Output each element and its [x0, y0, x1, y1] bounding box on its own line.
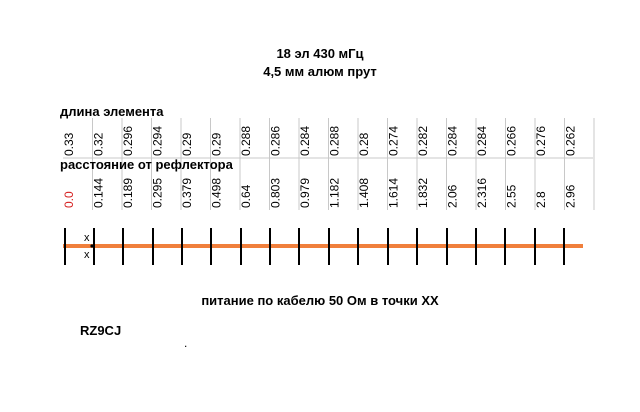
feed-point-dot — [90, 244, 94, 248]
author-callsign: RZ9CJ — [80, 323, 122, 338]
reflector-distance-value: 2.55 — [505, 184, 519, 208]
element-length-value: 0.32 — [92, 132, 106, 156]
stray-dot: . — [184, 336, 188, 350]
feed-note: питание по кабелю 50 Ом в точки ХХ — [201, 293, 439, 308]
element-length-value: 0.282 — [416, 126, 430, 156]
reflector-distance-label: расстояние от рефлектора — [60, 157, 233, 172]
element-length-value: 0.29 — [180, 132, 194, 156]
reflector-distance-value: 2.06 — [446, 184, 460, 208]
reflector-distance-value: 0.498 — [210, 178, 224, 208]
element-length-value: 0.284 — [446, 126, 460, 156]
title-line-1: 18 эл 430 мГц — [276, 46, 364, 61]
feed-point-marker-bottom: x — [84, 249, 90, 261]
reflector-distance-value: 2.96 — [564, 184, 578, 208]
feed-point-marker-top: x — [84, 232, 90, 244]
element-length-value: 0.262 — [564, 126, 578, 156]
element-length-label: длина элемента — [60, 104, 164, 119]
reflector-distance-value: 0.0 — [62, 191, 76, 208]
element-length-value: 0.294 — [151, 126, 165, 156]
element-length-value: 0.274 — [387, 126, 401, 156]
reflector-distance-value: 2.316 — [475, 178, 489, 208]
element-length-value: 0.286 — [269, 126, 283, 156]
element-length-value: 0.284 — [298, 126, 312, 156]
reflector-distance-value: 0.144 — [92, 178, 106, 208]
element-length-value: 0.266 — [505, 126, 519, 156]
element-length-value: 0.296 — [121, 126, 135, 156]
reflector-distance-value: 1.182 — [328, 178, 342, 208]
element-length-value: 0.288 — [328, 126, 342, 156]
element-length-value: 0.288 — [239, 126, 253, 156]
reflector-distance-value: 1.832 — [416, 178, 430, 208]
element-length-value: 0.33 — [62, 132, 76, 156]
element-length-value: 0.276 — [534, 126, 548, 156]
reflector-distance-value: 1.614 — [387, 178, 401, 208]
reflector-distance-value: 0.64 — [239, 184, 253, 208]
element-length-value: 0.28 — [357, 132, 371, 156]
reflector-distance-value: 0.189 — [121, 178, 135, 208]
element-length-value: 0.284 — [475, 126, 489, 156]
reflector-distance-value: 1.408 — [357, 178, 371, 208]
reflector-distance-value: 0.979 — [298, 178, 312, 208]
title-line-2: 4,5 мм алюм прут — [263, 64, 377, 79]
element-length-value: 0.29 — [210, 132, 224, 156]
reflector-distance-value: 2.8 — [534, 191, 548, 208]
reflector-distance-value: 0.803 — [269, 178, 283, 208]
reflector-distance-value: 0.379 — [180, 178, 194, 208]
reflector-distance-value: 0.295 — [151, 178, 165, 208]
